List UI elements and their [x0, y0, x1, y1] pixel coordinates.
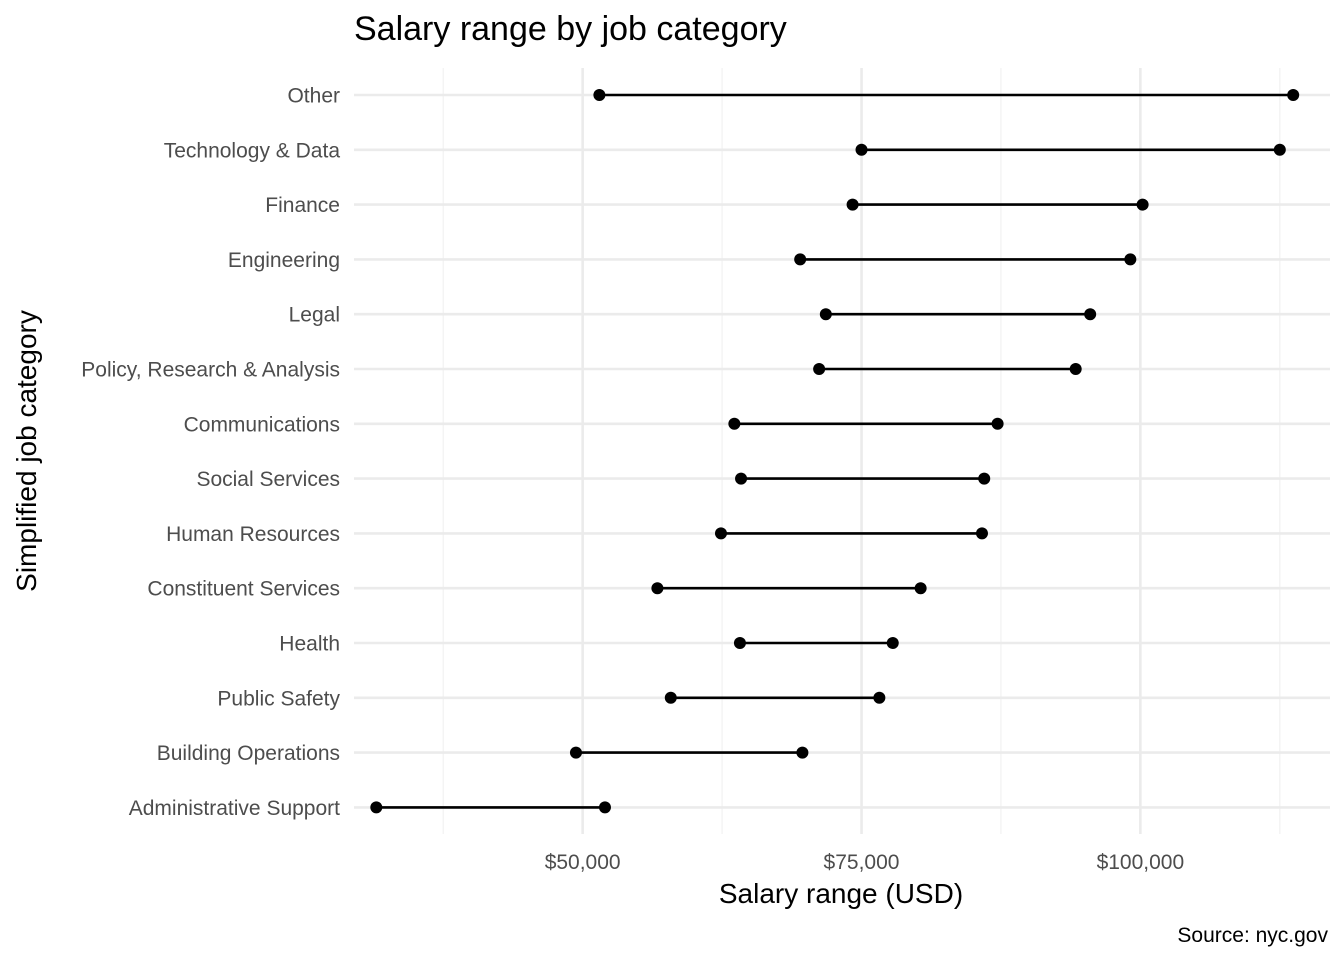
y-tick-label: Administrative Support [129, 797, 340, 820]
min-salary-point [855, 143, 868, 156]
min-salary-point [794, 253, 807, 266]
x-axis-labels: $50,000 $75,000 $100,000 [545, 851, 1184, 874]
y-tick-label: Policy, Research & Analysis [81, 359, 340, 382]
max-salary-point [1084, 308, 1097, 321]
max-salary-point [598, 801, 611, 814]
min-salary-point [846, 198, 859, 211]
y-tick-label: Technology & Data [164, 139, 341, 162]
x-axis-title: Salary range (USD) [719, 878, 963, 909]
max-salary-point [1273, 143, 1286, 156]
max-salary-point [1069, 363, 1082, 375]
min-salary-point [569, 746, 582, 759]
max-salary-point [978, 472, 991, 485]
x-tick-label: $50,000 [545, 851, 621, 874]
min-salary-point [664, 691, 677, 704]
min-salary-point [714, 527, 727, 540]
min-salary-point [819, 308, 832, 321]
max-salary-point [1287, 89, 1300, 101]
max-salary-point [914, 582, 927, 595]
range-segments [376, 93, 1294, 809]
max-salary-point [886, 637, 899, 649]
y-axis-title: Simplified job category [11, 310, 42, 592]
min-salary-point [593, 89, 606, 101]
y-tick-label: Communications [184, 413, 340, 436]
min-salary-point [735, 472, 748, 485]
x-tick-label: $75,000 [824, 851, 900, 874]
max-salary-point [991, 417, 1004, 430]
range-points [370, 89, 1300, 814]
y-tick-label: Public Safety [217, 687, 340, 710]
y-tick-label: Health [279, 633, 340, 656]
y-tick-label: Human Resources [166, 523, 340, 546]
chart-caption: Source: nyc.gov [1177, 924, 1328, 947]
min-salary-point [733, 637, 746, 649]
y-tick-label: Other [287, 85, 340, 108]
y-tick-label: Finance [265, 194, 340, 217]
chart-title: Salary range by job category [354, 10, 787, 48]
y-tick-label: Legal [289, 304, 340, 327]
y-tick-label: Building Operations [157, 742, 340, 765]
min-salary-point [728, 417, 741, 430]
max-salary-point [975, 527, 988, 540]
y-axis-labels: Other Technology & Data Finance Engineering… [81, 85, 340, 820]
x-tick-label: $100,000 [1097, 851, 1185, 874]
max-salary-point [796, 746, 809, 759]
y-tick-label: Constituent Services [147, 578, 340, 601]
max-salary-point [1124, 253, 1137, 266]
y-tick-label: Engineering [228, 249, 340, 272]
max-salary-point [1136, 198, 1149, 211]
plot-grid [354, 68, 1330, 834]
y-tick-label: Social Services [196, 468, 340, 491]
max-salary-point [873, 691, 886, 704]
min-salary-point [813, 363, 826, 375]
min-salary-point [651, 582, 664, 595]
min-salary-point [370, 801, 383, 814]
